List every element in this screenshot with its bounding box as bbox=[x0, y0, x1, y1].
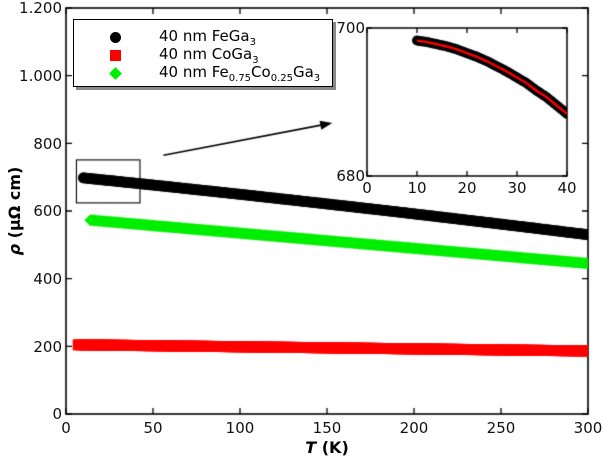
x-tick-label: 300 bbox=[573, 419, 603, 437]
legend-label-fecoga3: 40 nm Fe0.75Co0.25Ga3 bbox=[159, 62, 321, 84]
rho-symbol: ρ bbox=[5, 243, 24, 256]
legend: 40 nm FeGa3 40 nm CoGa3 40 nm Fe0.75Co0.… bbox=[73, 19, 333, 87]
y-axis-title: ρ (μΩ cm) bbox=[5, 111, 27, 311]
legend-item-coga3: 40 nm CoGa3 bbox=[74, 44, 332, 66]
y-tick-label: 600 bbox=[33, 202, 62, 220]
x-tick-label: 50 bbox=[143, 419, 163, 437]
inset-x-tick-label: 30 bbox=[507, 179, 527, 197]
x-axis-units: (K) bbox=[316, 438, 349, 457]
y-tick-label: 400 bbox=[33, 270, 62, 288]
y-tick-label: 1.000 bbox=[19, 67, 62, 85]
x-tick-label: 0 bbox=[61, 419, 71, 437]
legend-item-fecoga3: 40 nm Fe0.75Co0.25Ga3 bbox=[74, 62, 332, 84]
inset-x-tick-label: 40 bbox=[557, 179, 577, 197]
x-tick-label: 250 bbox=[486, 419, 516, 437]
diamond-marker-icon bbox=[109, 66, 122, 80]
x-tick-label: 100 bbox=[225, 419, 255, 437]
square-marker-icon bbox=[110, 49, 121, 61]
legend-label-coga3: 40 nm CoGa3 bbox=[159, 44, 259, 66]
inset-x-tick-label: 10 bbox=[407, 179, 427, 197]
inset-x-tick-label: 20 bbox=[457, 179, 477, 197]
temperature-symbol: T bbox=[305, 438, 317, 457]
y-axis-units: (μΩ cm) bbox=[5, 166, 24, 244]
legend-item-fega3: 40 nm FeGa3 bbox=[74, 26, 332, 48]
inset-y-tick-label: 680 bbox=[336, 167, 365, 185]
y-tick-label: 200 bbox=[33, 338, 62, 356]
circle-marker-icon bbox=[110, 31, 121, 43]
x-tick-label: 150 bbox=[312, 419, 342, 437]
inset-x-tick-label: 0 bbox=[362, 179, 372, 197]
y-tick-label: 0 bbox=[52, 405, 62, 423]
x-tick-label: 200 bbox=[399, 419, 429, 437]
legend-label-fega3: 40 nm FeGa3 bbox=[159, 26, 256, 48]
y-tick-label: 1.200 bbox=[19, 0, 62, 17]
y-tick-label: 800 bbox=[33, 135, 62, 153]
inset-y-tick-label: 700 bbox=[336, 19, 365, 37]
x-axis-title: T (K) bbox=[267, 438, 387, 457]
